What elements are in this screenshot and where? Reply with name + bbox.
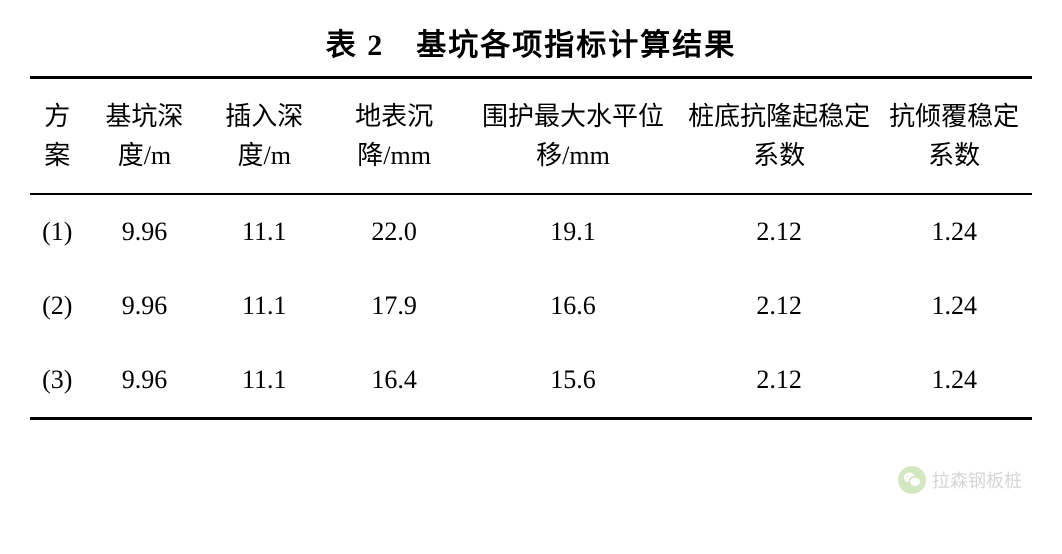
cell-scheme: (3) <box>30 343 85 419</box>
cell-value: 15.6 <box>464 343 682 419</box>
watermark: 拉森钢板桩 <box>898 466 1022 494</box>
col-header-scheme: 方案 <box>30 78 85 195</box>
table-header-row: 方案 基坑深度/m 插入深度/m 地表沉降/mm 围护最大水平位移/mm 桩底抗… <box>30 78 1032 195</box>
table-row: (1) 9.96 11.1 22.0 19.1 2.12 1.24 <box>30 194 1032 269</box>
table-title: 表 2 基坑各项指标计算结果 <box>30 20 1032 64</box>
table-row: (3) 9.96 11.1 16.4 15.6 2.12 1.24 <box>30 343 1032 419</box>
cell-value: 22.0 <box>324 194 464 269</box>
cell-scheme: (1) <box>30 194 85 269</box>
cell-value: 9.96 <box>85 269 205 343</box>
cell-value: 11.1 <box>204 343 324 419</box>
cell-value: 1.24 <box>876 269 1032 343</box>
cell-value: 2.12 <box>682 269 876 343</box>
cell-value: 16.4 <box>324 343 464 419</box>
cell-value: 17.9 <box>324 269 464 343</box>
col-header-overturn: 抗倾覆稳定系数 <box>876 78 1032 195</box>
wechat-icon <box>898 466 926 494</box>
cell-value: 1.24 <box>876 343 1032 419</box>
col-header-settlement: 地表沉降/mm <box>324 78 464 195</box>
data-table: 方案 基坑深度/m 插入深度/m 地表沉降/mm 围护最大水平位移/mm 桩底抗… <box>30 76 1032 420</box>
col-header-heave: 桩底抗隆起稳定系数 <box>682 78 876 195</box>
col-header-insertion: 插入深度/m <box>204 78 324 195</box>
cell-value: 11.1 <box>204 269 324 343</box>
cell-value: 9.96 <box>85 194 205 269</box>
cell-value: 9.96 <box>85 343 205 419</box>
cell-value: 16.6 <box>464 269 682 343</box>
cell-value: 2.12 <box>682 194 876 269</box>
col-header-depth: 基坑深度/m <box>85 78 205 195</box>
cell-scheme: (2) <box>30 269 85 343</box>
cell-value: 19.1 <box>464 194 682 269</box>
cell-value: 2.12 <box>682 343 876 419</box>
cell-value: 1.24 <box>876 194 1032 269</box>
watermark-text: 拉森钢板桩 <box>932 467 1022 493</box>
cell-value: 11.1 <box>204 194 324 269</box>
table-row: (2) 9.96 11.1 17.9 16.6 2.12 1.24 <box>30 269 1032 343</box>
col-header-displacement: 围护最大水平位移/mm <box>464 78 682 195</box>
